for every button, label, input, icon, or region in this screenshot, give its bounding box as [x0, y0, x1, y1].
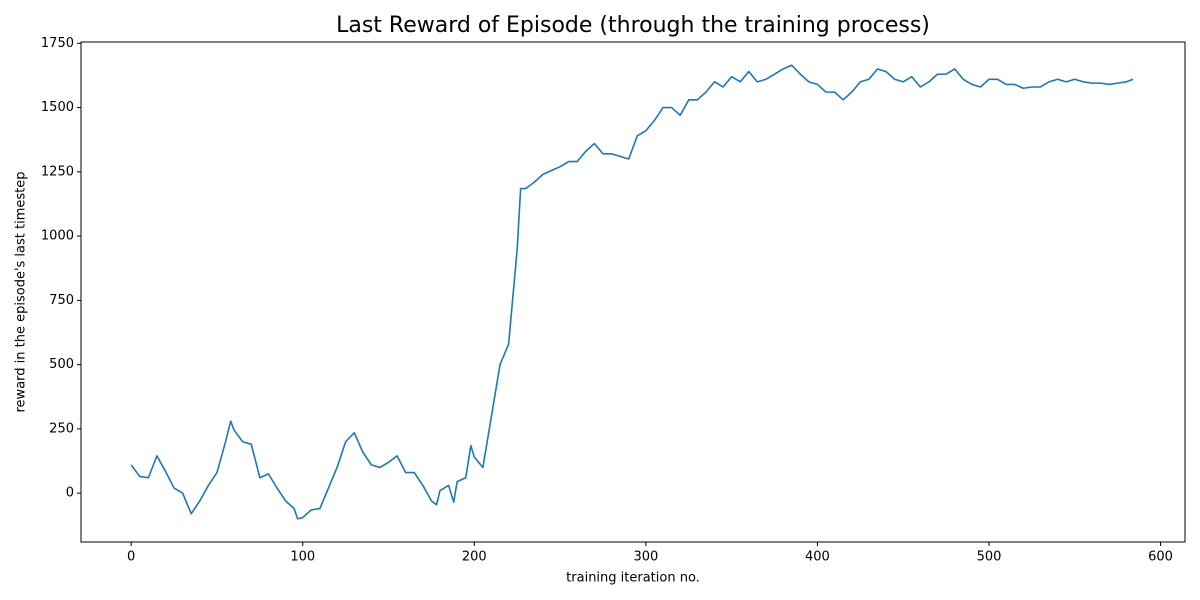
x-tick-label: 400: [805, 550, 830, 565]
y-tick-label: 500: [49, 357, 74, 372]
y-tick-label: 750: [49, 293, 74, 308]
x-tick-label: 500: [977, 550, 1002, 565]
chart-title: Last Reward of Episode (through the trai…: [336, 13, 930, 38]
y-tick-label: 1500: [41, 100, 74, 115]
plot-frame: [80, 41, 1186, 543]
y-tick-label: 0: [66, 486, 74, 501]
x-tick-label: 300: [633, 550, 658, 565]
y-tick-label: 1750: [41, 36, 74, 51]
x-tick-label: 0: [127, 550, 135, 565]
y-axis-label: reward in the episode's last timestep: [14, 172, 29, 413]
x-tick-label: 200: [462, 550, 487, 565]
x-tick-label: 100: [290, 550, 315, 565]
x-tick-label: 600: [1148, 550, 1173, 565]
y-tick-label: 250: [49, 421, 74, 436]
y-tick-label: 1000: [41, 229, 74, 244]
y-tick-label: 1250: [41, 164, 74, 179]
data-line: [130, 64, 1134, 520]
x-axis-label: training iteration no.: [566, 571, 700, 586]
